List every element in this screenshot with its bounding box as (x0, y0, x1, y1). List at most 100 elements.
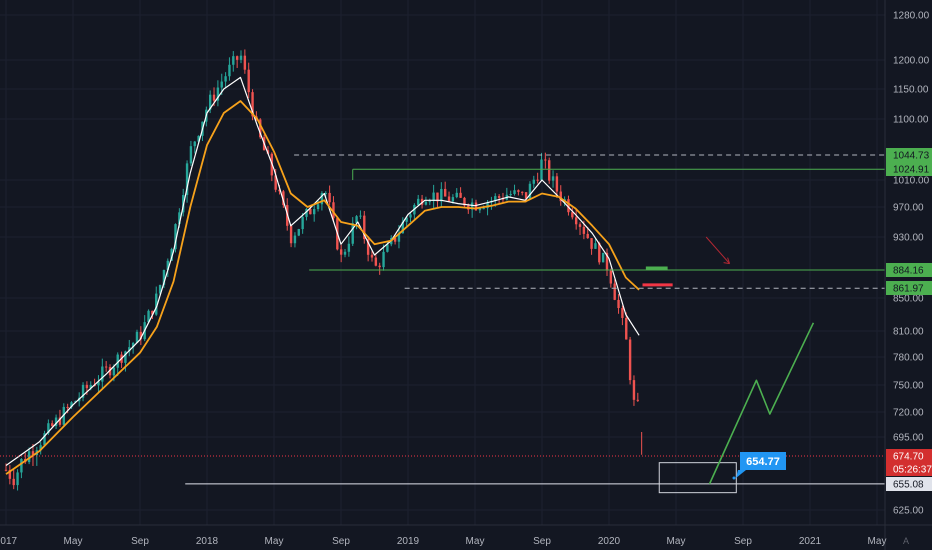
candle-body (621, 308, 624, 318)
candle-body (301, 216, 304, 230)
candle-body (208, 94, 212, 110)
candle-body (443, 188, 447, 197)
candle-body (598, 243, 601, 263)
price-badge-bg (886, 148, 932, 162)
price-tick-label: 780.00 (893, 353, 924, 364)
time-tick-label: 2020 (598, 536, 621, 547)
time-axis[interactable]: 2017 May Sep 2018 May Sep 2019 May Sep 2020 May Sep… (0, 524, 932, 547)
candle-body (432, 192, 435, 202)
candle-body (43, 433, 46, 446)
candle-body (586, 233, 589, 239)
candle-body (378, 265, 381, 268)
candle-body (470, 202, 474, 210)
candle-body (617, 299, 620, 309)
candle-body (170, 249, 173, 261)
time-tick-label: Sep (332, 536, 350, 547)
candle-body (351, 223, 354, 244)
candle-body (409, 214, 412, 218)
candle-body (27, 451, 31, 463)
candle-body (544, 159, 547, 161)
candle-body (151, 310, 154, 315)
candle-body (463, 197, 466, 206)
candle-body (397, 233, 401, 242)
countdown-badge-bg (886, 462, 932, 476)
candle-body (189, 146, 193, 164)
candle-body (54, 417, 58, 427)
candle-body (436, 192, 439, 202)
candle-body (293, 235, 297, 244)
candle-body (417, 198, 420, 205)
candle-body (532, 179, 535, 184)
candle-body (459, 192, 462, 198)
price-badge-bg (886, 281, 932, 295)
price-badge: 1024.91 (893, 165, 930, 176)
candle-body (574, 217, 578, 225)
candle-body (401, 221, 405, 234)
candle-body (47, 423, 50, 434)
candle-body (339, 249, 343, 255)
projection-path[interactable] (708, 322, 815, 485)
candle-body (497, 196, 501, 198)
candle-body (259, 119, 262, 138)
candle-body (174, 224, 177, 250)
candle-body (405, 217, 408, 222)
candle-body (628, 339, 632, 381)
price-tick-label: 720.00 (893, 408, 924, 419)
candle-body (347, 243, 351, 252)
candle-body (74, 401, 77, 403)
candle-body (536, 179, 539, 181)
candle-body (4, 469, 8, 471)
time-tick-label: 2021 (799, 536, 822, 547)
candle-body (517, 190, 520, 192)
candle-body (243, 55, 247, 70)
candle-body (559, 191, 562, 202)
candle-body (605, 252, 609, 271)
candle-body (212, 94, 216, 101)
candle-body (31, 451, 35, 456)
price-badge-bg (886, 449, 932, 463)
candle-body (220, 81, 223, 88)
candle-body (39, 445, 42, 451)
price-badge-bg (886, 477, 932, 491)
candle-body (555, 176, 559, 192)
price-callout-bubble[interactable] (736, 452, 786, 478)
candle-body (601, 252, 605, 263)
candle-body (528, 183, 532, 199)
candle-body (162, 270, 166, 285)
candle-body (524, 192, 528, 199)
candle-body (455, 192, 458, 198)
candle-body (239, 55, 243, 60)
price-axis[interactable]: 1280.00 1200.00 1150.00 1100.00 1010.00 970.0… (884, 0, 930, 550)
price-labels: 1044.73 1024.91 884.16 861.97 674.70 655.08 05… (886, 148, 932, 491)
candle-body (482, 208, 485, 210)
moving-average-white (5, 76, 640, 466)
candle-body (131, 342, 135, 348)
red-arrow-line (705, 236, 730, 264)
candle-body (613, 283, 616, 300)
plot-area: 654.77 (0, 0, 885, 525)
candle-body (232, 56, 235, 65)
time-tick-label: May (64, 536, 83, 547)
candle-body (567, 199, 570, 213)
candle-body (20, 458, 23, 473)
candle-body (370, 254, 374, 258)
candle-body (451, 197, 455, 202)
candle-body (328, 192, 331, 203)
candle-body (374, 257, 378, 266)
candle-body (548, 160, 551, 181)
candle-body (101, 366, 104, 382)
candle-body (343, 251, 347, 255)
price-badge: 1044.73 (893, 151, 930, 162)
candle-body (428, 201, 431, 203)
candle-body (62, 406, 65, 425)
time-tick-label: Sep (533, 536, 551, 547)
candle-body (324, 192, 327, 194)
candle-body (58, 417, 62, 425)
candle-body (216, 87, 220, 101)
time-tick-label: Sep (131, 536, 149, 547)
candle-body (313, 209, 316, 215)
candle-body (355, 216, 358, 224)
price-callout-text: 654.77 (746, 456, 780, 468)
candle-body (108, 367, 112, 376)
